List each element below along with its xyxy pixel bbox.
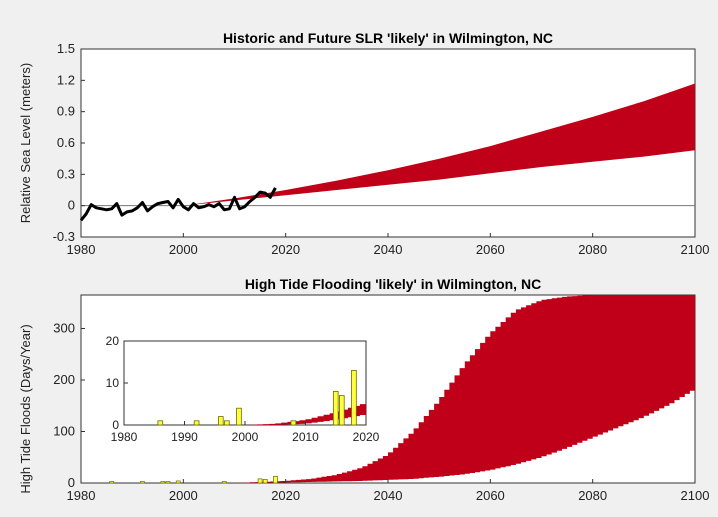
flooding-bar: [165, 481, 171, 484]
inset-x-ticks: 1980 1990 2000 2010 2020: [111, 421, 380, 444]
inset-x-tick-label: 2010: [292, 430, 319, 444]
slr-x-tick-label: 2100: [681, 242, 710, 257]
slr-y-tick-label: 0: [68, 198, 75, 213]
slr-chart-title: Historic and Future SLR 'likely' in Wilm…: [223, 30, 553, 46]
flooding-x-tick-label: 2100: [681, 488, 710, 503]
slr-y-ticks: -0.3 0 0.3 0.6 0.9 1.2 1.5: [53, 41, 85, 244]
slr-x-tick-label: 1980: [67, 242, 96, 257]
flooding-y-tick-label: 200: [53, 372, 75, 387]
inset-bar: [290, 420, 297, 426]
inset-y-tick-label: 0: [112, 418, 119, 432]
slr-chart: 1980 2000 2020 2040 2060 2080 2100 -0.3 0 0.3 0.6…: [18, 30, 709, 257]
inset-bar: [224, 420, 230, 426]
inset-y-tick-label: 10: [106, 376, 120, 390]
slr-y-tick-label: 0.3: [57, 166, 75, 181]
flooding-x-tick-label: 1980: [67, 488, 96, 503]
flooding-y-ticks: 0 100 200 300: [53, 320, 85, 490]
slr-x-tick-label: 2080: [578, 242, 607, 257]
flooding-bars: [109, 475, 278, 484]
flooding-x-tick-label: 2040: [374, 488, 403, 503]
flooding-x-tick-label: 2000: [169, 488, 198, 503]
flooding-bar: [221, 481, 227, 484]
inset-bar: [193, 420, 200, 426]
slr-y-tick-label: 0.9: [57, 104, 75, 119]
inset-bar: [338, 395, 345, 426]
flooding-y-tick-label: 300: [53, 320, 75, 335]
slr-projection-band: [183, 83, 696, 206]
slr-y-tick-label: -0.3: [53, 229, 75, 244]
slr-y-tick-label: 0.6: [57, 135, 75, 150]
flooding-bar: [175, 480, 181, 484]
inset-bar: [217, 416, 224, 426]
flooding-bar: [273, 475, 278, 484]
flooding-x-ticks: 1980 2000 2020 2040 2060 2080 2100: [67, 479, 710, 503]
flooding-bar: [262, 479, 268, 484]
inset-bars: [157, 369, 357, 426]
flooding-bar: [109, 481, 115, 484]
slr-y-axis-label: Relative Sea Level (meters): [18, 63, 33, 223]
inset-bar: [236, 407, 242, 426]
inset-y-tick-label: 20: [106, 334, 120, 348]
observed-sea-level-line: [79, 187, 277, 222]
slr-y-tick-label: 1.5: [57, 41, 75, 56]
flooding-bar: [160, 481, 166, 484]
inset-bar: [332, 390, 339, 426]
inset-bar: [351, 369, 357, 426]
slr-x-tick-label: 2020: [271, 242, 300, 257]
slr-x-tick-label: 2040: [374, 242, 403, 257]
flooding-x-tick-label: 2020: [271, 488, 300, 503]
inset-axes-background: [123, 340, 367, 426]
slr-x-tick-label: 2000: [169, 242, 198, 257]
flooding-bar: [140, 481, 145, 484]
inset-y-ticks: 0 10 20: [106, 334, 128, 432]
flooding-chart-title: High Tide Flooding 'likely' in Wilmingto…: [245, 276, 541, 292]
flooding-y-tick-label: 100: [53, 423, 75, 438]
flooding-y-axis-label: High Tide Floods (Days/Year): [18, 324, 33, 493]
inset-bar: [157, 420, 164, 426]
inset-x-tick-label: 1980: [111, 430, 138, 444]
flooding-x-tick-label: 2080: [578, 488, 607, 503]
inset-x-tick-label: 1990: [171, 430, 198, 444]
flooding-chart: 1980 2000 2020 2040 2060 2080 2100 0100200300 …: [18, 276, 709, 503]
inset-x-tick-label: 2000: [232, 430, 259, 444]
flooding-inset-chart: 1980 1990 2000 2010 2020 0 10 20: [106, 334, 380, 444]
inset-x-tick-label: 2020: [353, 430, 380, 444]
slr-x-ticks: 1980 2000 2020 2040 2060 2080 2100: [67, 233, 710, 257]
slr-x-tick-label: 2060: [476, 242, 505, 257]
flooding-x-tick-label: 2060: [476, 488, 505, 503]
flooding-bar: [257, 478, 263, 484]
slr-y-tick-label: 1.2: [57, 72, 75, 87]
flooding-y-tick-label: 0: [68, 475, 75, 490]
flooding-projection-band: [183, 295, 696, 483]
